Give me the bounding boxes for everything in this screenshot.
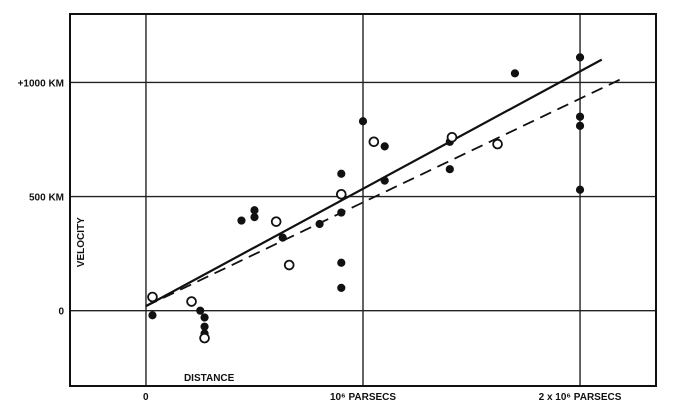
filled-point-22 xyxy=(575,121,585,130)
filled-point-2 xyxy=(200,313,209,322)
open-point-5 xyxy=(335,188,347,200)
filled-point-13 xyxy=(337,283,346,292)
filled-point-1 xyxy=(196,306,205,315)
filled-point-7 xyxy=(250,206,259,215)
open-point-4 xyxy=(283,259,295,271)
filled-point-0 xyxy=(148,311,157,320)
open-point-8 xyxy=(492,138,503,150)
x-axis-label: DISTANCE xyxy=(184,373,235,384)
open-point-3 xyxy=(270,216,282,227)
y-tick-label-0: 0 xyxy=(58,307,64,318)
plot-frame xyxy=(69,13,657,387)
x-tick-label-1: 10⁶ PARSECS xyxy=(330,392,396,403)
filled-point-23 xyxy=(575,185,585,194)
filled-point-19 xyxy=(510,69,520,78)
open-point-7 xyxy=(446,131,458,143)
y-tick-label-1: 500 KM xyxy=(29,193,64,204)
fit-line-dashed xyxy=(145,77,624,307)
filled-point-20 xyxy=(575,53,585,62)
x-tick-label-0: 0 xyxy=(143,392,149,403)
y-tick-label-2: +1000 KM xyxy=(18,78,64,89)
open-point-6 xyxy=(368,136,380,148)
fit-lines xyxy=(145,58,624,308)
filled-point-12 xyxy=(337,258,346,267)
filled-point-3 xyxy=(200,322,209,331)
filled-point-21 xyxy=(575,112,585,121)
fit-line-solid xyxy=(145,58,603,308)
open-point-2 xyxy=(199,332,210,344)
filled-point-16 xyxy=(380,142,389,151)
open-point-0 xyxy=(147,291,158,303)
data-points xyxy=(147,53,585,344)
x-tick-label-2: 2 x 10⁶ PARSECS xyxy=(539,392,622,403)
tick-labels: 0 10⁶ PARSECS 2 x 10⁶ PARSECS 0 500 KM +1000 … xyxy=(18,78,622,403)
filled-point-8 xyxy=(278,233,287,242)
filled-point-5 xyxy=(237,216,246,225)
y-axis-label: VELOCITY xyxy=(76,217,87,267)
grid-lines xyxy=(70,14,656,386)
filled-point-9 xyxy=(315,219,324,229)
filled-point-11 xyxy=(337,208,346,217)
filled-point-17 xyxy=(445,165,454,174)
filled-point-10 xyxy=(337,169,346,178)
filled-point-15 xyxy=(380,176,389,185)
filled-point-14 xyxy=(358,117,368,126)
filled-point-6 xyxy=(250,213,259,222)
open-point-1 xyxy=(186,296,197,307)
